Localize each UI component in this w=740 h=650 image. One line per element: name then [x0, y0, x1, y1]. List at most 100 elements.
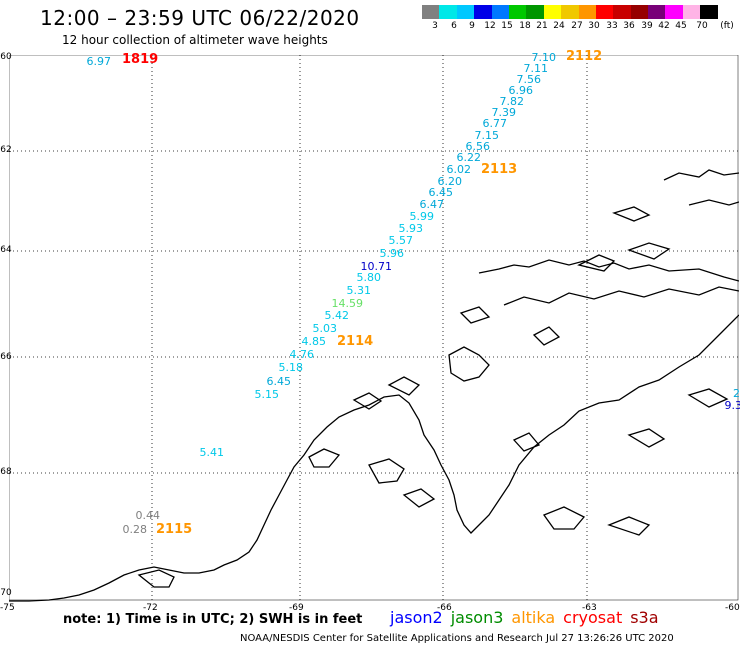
color-swatch: [682, 5, 701, 19]
map-subtitle: 12 hour collection of altimeter wave hei…: [62, 33, 328, 47]
color-scale-label: 30: [588, 21, 600, 31]
satellite-legend-item: jason2: [390, 608, 443, 627]
color-scale-label: 42: [658, 21, 670, 31]
longitude-label: -72: [143, 603, 158, 613]
latitude-label: -68: [0, 467, 12, 477]
track-time-label: 2115: [156, 522, 193, 537]
color-scale-label: 9: [469, 21, 475, 31]
wave-height-map: [9, 55, 739, 602]
wave-height-value: 5.15: [254, 388, 280, 401]
wave-height-value: 5.80: [356, 271, 382, 284]
color-scale-label: 6: [451, 21, 457, 31]
wave-height-value: 4.85: [301, 335, 327, 348]
wave-height-value: 7.56: [516, 73, 542, 86]
satellite-legend-item: altika: [511, 608, 556, 627]
wave-height-value: 5.03: [312, 322, 338, 335]
color-scale-label: 36: [623, 21, 635, 31]
wave-height-value: 5.42: [324, 309, 350, 322]
color-swatch: [439, 5, 457, 19]
latitude-label: -60: [0, 52, 12, 62]
color-scale-label: 27: [571, 21, 583, 31]
color-swatch: [491, 5, 509, 19]
color-swatch: [700, 5, 718, 19]
longitude-label: -60: [725, 603, 740, 613]
color-swatch: [648, 5, 666, 19]
wave-height-value: 6.97: [86, 55, 112, 68]
color-scale-label: 39: [641, 21, 653, 31]
wave-height-value: 7.39: [491, 106, 517, 119]
wave-height-value: 6.02: [446, 163, 472, 176]
wave-height-value: 2: [733, 387, 740, 400]
wave-height-value: 5.18: [278, 361, 304, 374]
color-scale-label: 21: [536, 21, 548, 31]
latitude-label: -64: [0, 245, 12, 255]
color-swatch: [543, 5, 562, 19]
color-scale-label: 70: [696, 21, 708, 31]
wave-height-value: 10.71: [360, 260, 393, 273]
credit-line: NOAA/NESDIS Center for Satellite Applica…: [240, 633, 674, 644]
wave-height-value: 6.56: [465, 140, 491, 153]
latitude-label: -66: [0, 352, 12, 362]
wave-height-value: 7.11: [523, 62, 549, 75]
track-time-label: 2114: [337, 334, 374, 349]
color-scale-label: 12: [484, 21, 496, 31]
color-scale-label: 3: [432, 21, 438, 31]
wave-height-value: 6.45: [428, 186, 454, 199]
longitude-label: -69: [289, 603, 304, 613]
satellite-legend-item: cryosat: [563, 608, 623, 627]
longitude-label: -75: [0, 603, 15, 613]
color-swatch: [474, 5, 492, 19]
graticule: [9, 55, 738, 600]
track-time-label: 2113: [481, 162, 518, 177]
wave-height-value: 6.45: [266, 375, 292, 388]
wave-height-value: 5.99: [409, 210, 435, 223]
color-swatch: [526, 5, 544, 19]
wave-height-value: 6.47: [419, 198, 445, 211]
coastline: [9, 169, 739, 602]
color-swatch: [508, 5, 527, 19]
map-title: 12:00 – 23:59 UTC 06/22/2020: [40, 6, 360, 30]
wave-height-value: 5.93: [398, 222, 424, 235]
color-scale-label: 18: [519, 21, 531, 31]
map-frame: [9, 55, 739, 601]
color-swatch: [595, 5, 614, 19]
latitude-label: -70: [0, 588, 12, 598]
color-swatch: [578, 5, 596, 19]
wave-height-value: 7.15: [474, 129, 500, 142]
longitude-label: -63: [582, 603, 597, 613]
wave-height-value: 0.44: [135, 509, 161, 522]
wave-height-value: 5.57: [388, 234, 414, 247]
wave-height-value: 7.10: [531, 51, 557, 64]
color-swatch: [561, 5, 579, 19]
latitude-label: -62: [0, 145, 12, 155]
color-scale-bar: [422, 5, 718, 19]
satellite-legend-item: jason3: [450, 608, 504, 627]
color-scale-label: 45: [675, 21, 687, 31]
color-scale-label: 24: [553, 21, 565, 31]
color-scale-label: 15: [501, 21, 513, 31]
wave-height-value: 5.96: [379, 247, 405, 260]
color-swatch: [630, 5, 649, 19]
color-scale-label: (ft): [720, 21, 734, 31]
wave-height-value: 0.28: [122, 523, 148, 536]
wave-height-value: 6.77: [482, 117, 508, 130]
satellite-legend-item: s3a: [630, 608, 659, 627]
wave-height-value: 5.41: [199, 446, 225, 459]
color-scale-labels: 3 6 9 12 15 18 21 24 27 30 33 36 39 42 45 70 (ft): [422, 21, 740, 35]
satellite-legend: jason2 jason3 altika cryosat s3a: [390, 608, 667, 627]
wave-height-value: 4.76: [289, 348, 315, 361]
color-scale-label: 33: [606, 21, 618, 31]
wave-height-value: 6.22: [456, 151, 482, 164]
wave-height-value: 6.20: [437, 175, 463, 188]
color-swatch: [422, 5, 440, 19]
longitude-label: -66: [437, 603, 452, 613]
wave-height-value: 9.3: [724, 399, 740, 412]
track-time-label: 1819: [122, 52, 159, 67]
color-swatch: [613, 5, 631, 19]
wave-height-value: 14.59: [331, 297, 364, 310]
units-note: note: 1) Time is in UTC; 2) SWH is in fe…: [63, 612, 363, 627]
track-time-label: 2112: [566, 49, 603, 64]
wave-height-value: 6.96: [508, 84, 534, 97]
wave-height-value: 5.31: [346, 284, 372, 297]
color-swatch: [456, 5, 475, 19]
